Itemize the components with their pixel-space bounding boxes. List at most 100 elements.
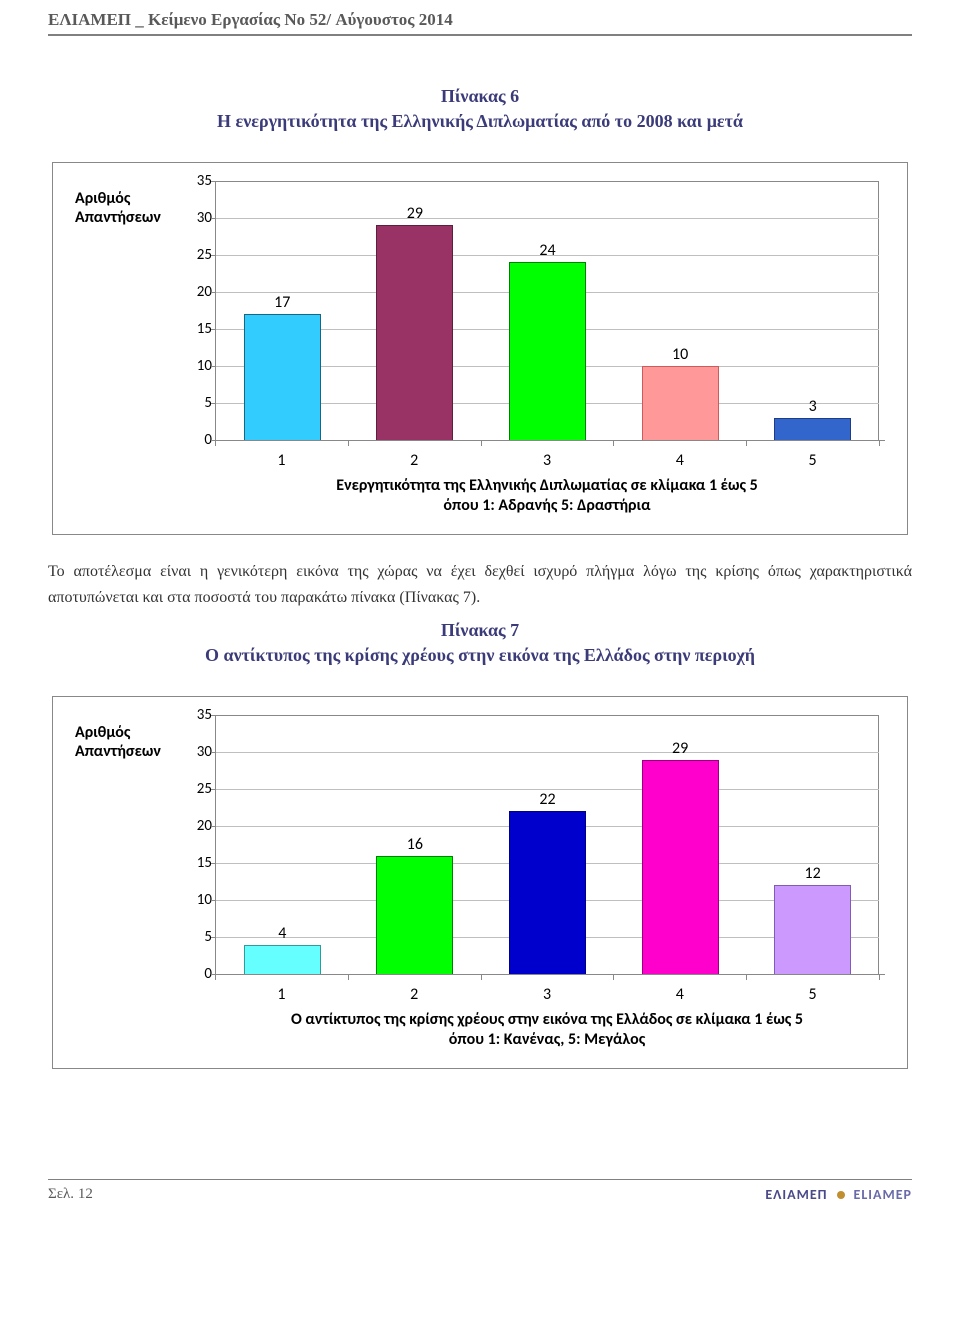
x-tick-label: 2	[348, 447, 481, 470]
bar-value-label: 24	[510, 241, 585, 260]
bar-value-label: 16	[377, 835, 452, 854]
bar-value-label: 3	[775, 397, 850, 416]
x-tick-label: 5	[746, 447, 879, 470]
y-major-tick	[211, 900, 216, 901]
chart1-x-axis-title: Ενεργητικότητα της Ελληνικής Διπλωματίας…	[215, 476, 879, 516]
y-tick-label: 35	[186, 706, 212, 724]
bar-slot: 22	[481, 715, 614, 974]
bar-slot: 24	[481, 181, 614, 440]
chart2-ytitle-line1: Αριθμός	[75, 723, 130, 742]
x-tick	[746, 975, 879, 981]
x-tick-label: 3	[481, 981, 614, 1004]
bar-slot: 29	[614, 715, 747, 974]
y-tick-label: 5	[186, 394, 212, 412]
bar-value-label: 22	[510, 790, 585, 809]
page-label: Σελ.	[48, 1186, 74, 1202]
paragraph-1: Το αποτέλεσμα είναι η γενικότερη εικόνα …	[48, 559, 912, 610]
bar-slot: 17	[216, 181, 349, 440]
bar: 17	[244, 314, 321, 440]
bar-value-label: 17	[245, 293, 320, 312]
doc-header-text: ΕΛΙΑΜΕΠ _ Κείμενο Εργασίας No 52/ Αύγουσ…	[48, 10, 453, 29]
bar: 16	[376, 856, 453, 974]
y-tick-label: 35	[186, 172, 212, 190]
bar-slot: 3	[746, 181, 879, 440]
bar-slot: 4	[216, 715, 349, 974]
y-tick-label: 15	[186, 320, 212, 338]
chart2-plot-area: 05101520253035 416222912	[215, 715, 885, 975]
chart2-xtitle-line2: όπου 1: Κανένας, 5: Μεγάλος	[449, 1030, 645, 1049]
x-tick	[613, 441, 746, 447]
y-tick-label: 20	[186, 817, 212, 835]
brand-greek: ΕΛΙΑΜΕΠ	[765, 1186, 827, 1203]
chart2-ytitle-line2: Απαντήσεων	[75, 742, 161, 761]
chart1-xtitle-line1: Ενεργητικότητα της Ελληνικής Διπλωματίας…	[336, 476, 757, 495]
bar: 24	[509, 262, 586, 440]
section2-title: Πίνακας 7	[48, 620, 912, 641]
bar-value-label: 10	[643, 345, 718, 364]
x-tick	[613, 975, 746, 981]
chart2-xtitle-line1: Ο αντίκτυπος της κρίσης χρέους στην εικό…	[291, 1010, 803, 1029]
y-major-tick	[211, 752, 216, 753]
y-tick-label: 0	[186, 965, 212, 983]
x-tick	[746, 441, 879, 447]
y-tick-label: 15	[186, 854, 212, 872]
x-tick	[481, 441, 614, 447]
section1-subtitle: Η ενεργητικότητα της Ελληνικής Διπλωματί…	[48, 111, 912, 132]
bar-value-label: 29	[377, 204, 452, 223]
x-tick-label: 2	[348, 981, 481, 1004]
y-tick-label: 25	[186, 780, 212, 798]
page-number-value: 12	[78, 1186, 93, 1202]
x-tick-label: 3	[481, 447, 614, 470]
chart2-x-axis-title: Ο αντίκτυπος της κρίσης χρέους στην εικό…	[215, 1010, 879, 1050]
chart2-frame: Αριθμός Απαντήσεων 05101520253035 416222…	[52, 696, 908, 1069]
y-major-tick	[211, 826, 216, 827]
y-tick-label: 5	[186, 928, 212, 946]
y-major-tick	[211, 863, 216, 864]
bar-slot: 16	[349, 715, 482, 974]
x-tick	[215, 975, 348, 981]
chart1-frame: Αριθμός Απαντήσεων 05101520253035 172924…	[52, 162, 908, 535]
y-major-tick	[211, 715, 216, 716]
x-tick	[481, 975, 614, 981]
x-tick-label: 5	[746, 981, 879, 1004]
x-tick	[348, 441, 481, 447]
bar-slot: 12	[746, 715, 879, 974]
y-tick-label: 20	[186, 283, 212, 301]
y-major-tick	[211, 255, 216, 256]
brand-english: ELIAMEP	[854, 1186, 912, 1203]
bar-value-label: 29	[643, 739, 718, 758]
bar-slot: 29	[349, 181, 482, 440]
bar: 10	[642, 366, 719, 440]
chart1-y-axis-title: Αριθμός Απαντήσεων	[75, 181, 185, 227]
bar-value-label: 12	[775, 864, 850, 883]
y-major-tick	[211, 366, 216, 367]
bar-value-label: 4	[245, 924, 320, 943]
x-tick	[348, 975, 481, 981]
bar: 3	[774, 418, 851, 440]
bar: 29	[642, 760, 719, 975]
x-tick-label: 4	[613, 981, 746, 1004]
page-number: Σελ. 12	[48, 1186, 93, 1203]
y-major-tick	[211, 329, 216, 330]
x-tick	[215, 441, 348, 447]
bar: 29	[376, 225, 453, 440]
y-major-tick	[211, 218, 216, 219]
y-major-tick	[211, 937, 216, 938]
sun-icon	[834, 1188, 848, 1202]
y-tick-label: 30	[186, 743, 212, 761]
y-major-tick	[211, 181, 216, 182]
y-major-tick	[211, 789, 216, 790]
x-tick-label: 1	[215, 981, 348, 1004]
bar: 22	[509, 811, 586, 974]
bar: 4	[244, 945, 321, 975]
document-header: ΕΛΙΑΜΕΠ _ Κείμενο Εργασίας No 52/ Αύγουσ…	[48, 0, 912, 36]
footer-brand: ΕΛΙΑΜΕΠ ELIAMEP	[765, 1186, 912, 1203]
chart2-y-axis-title: Αριθμός Απαντήσεων	[75, 715, 185, 761]
page-footer: Σελ. 12 ΕΛΙΑΜΕΠ ELIAMEP	[48, 1179, 912, 1203]
y-major-tick	[211, 403, 216, 404]
y-tick-label: 25	[186, 246, 212, 264]
chart1-ytitle-line1: Αριθμός	[75, 189, 130, 208]
section1-title: Πίνακας 6	[48, 86, 912, 107]
y-tick-label: 0	[186, 431, 212, 449]
bar-slot: 10	[614, 181, 747, 440]
